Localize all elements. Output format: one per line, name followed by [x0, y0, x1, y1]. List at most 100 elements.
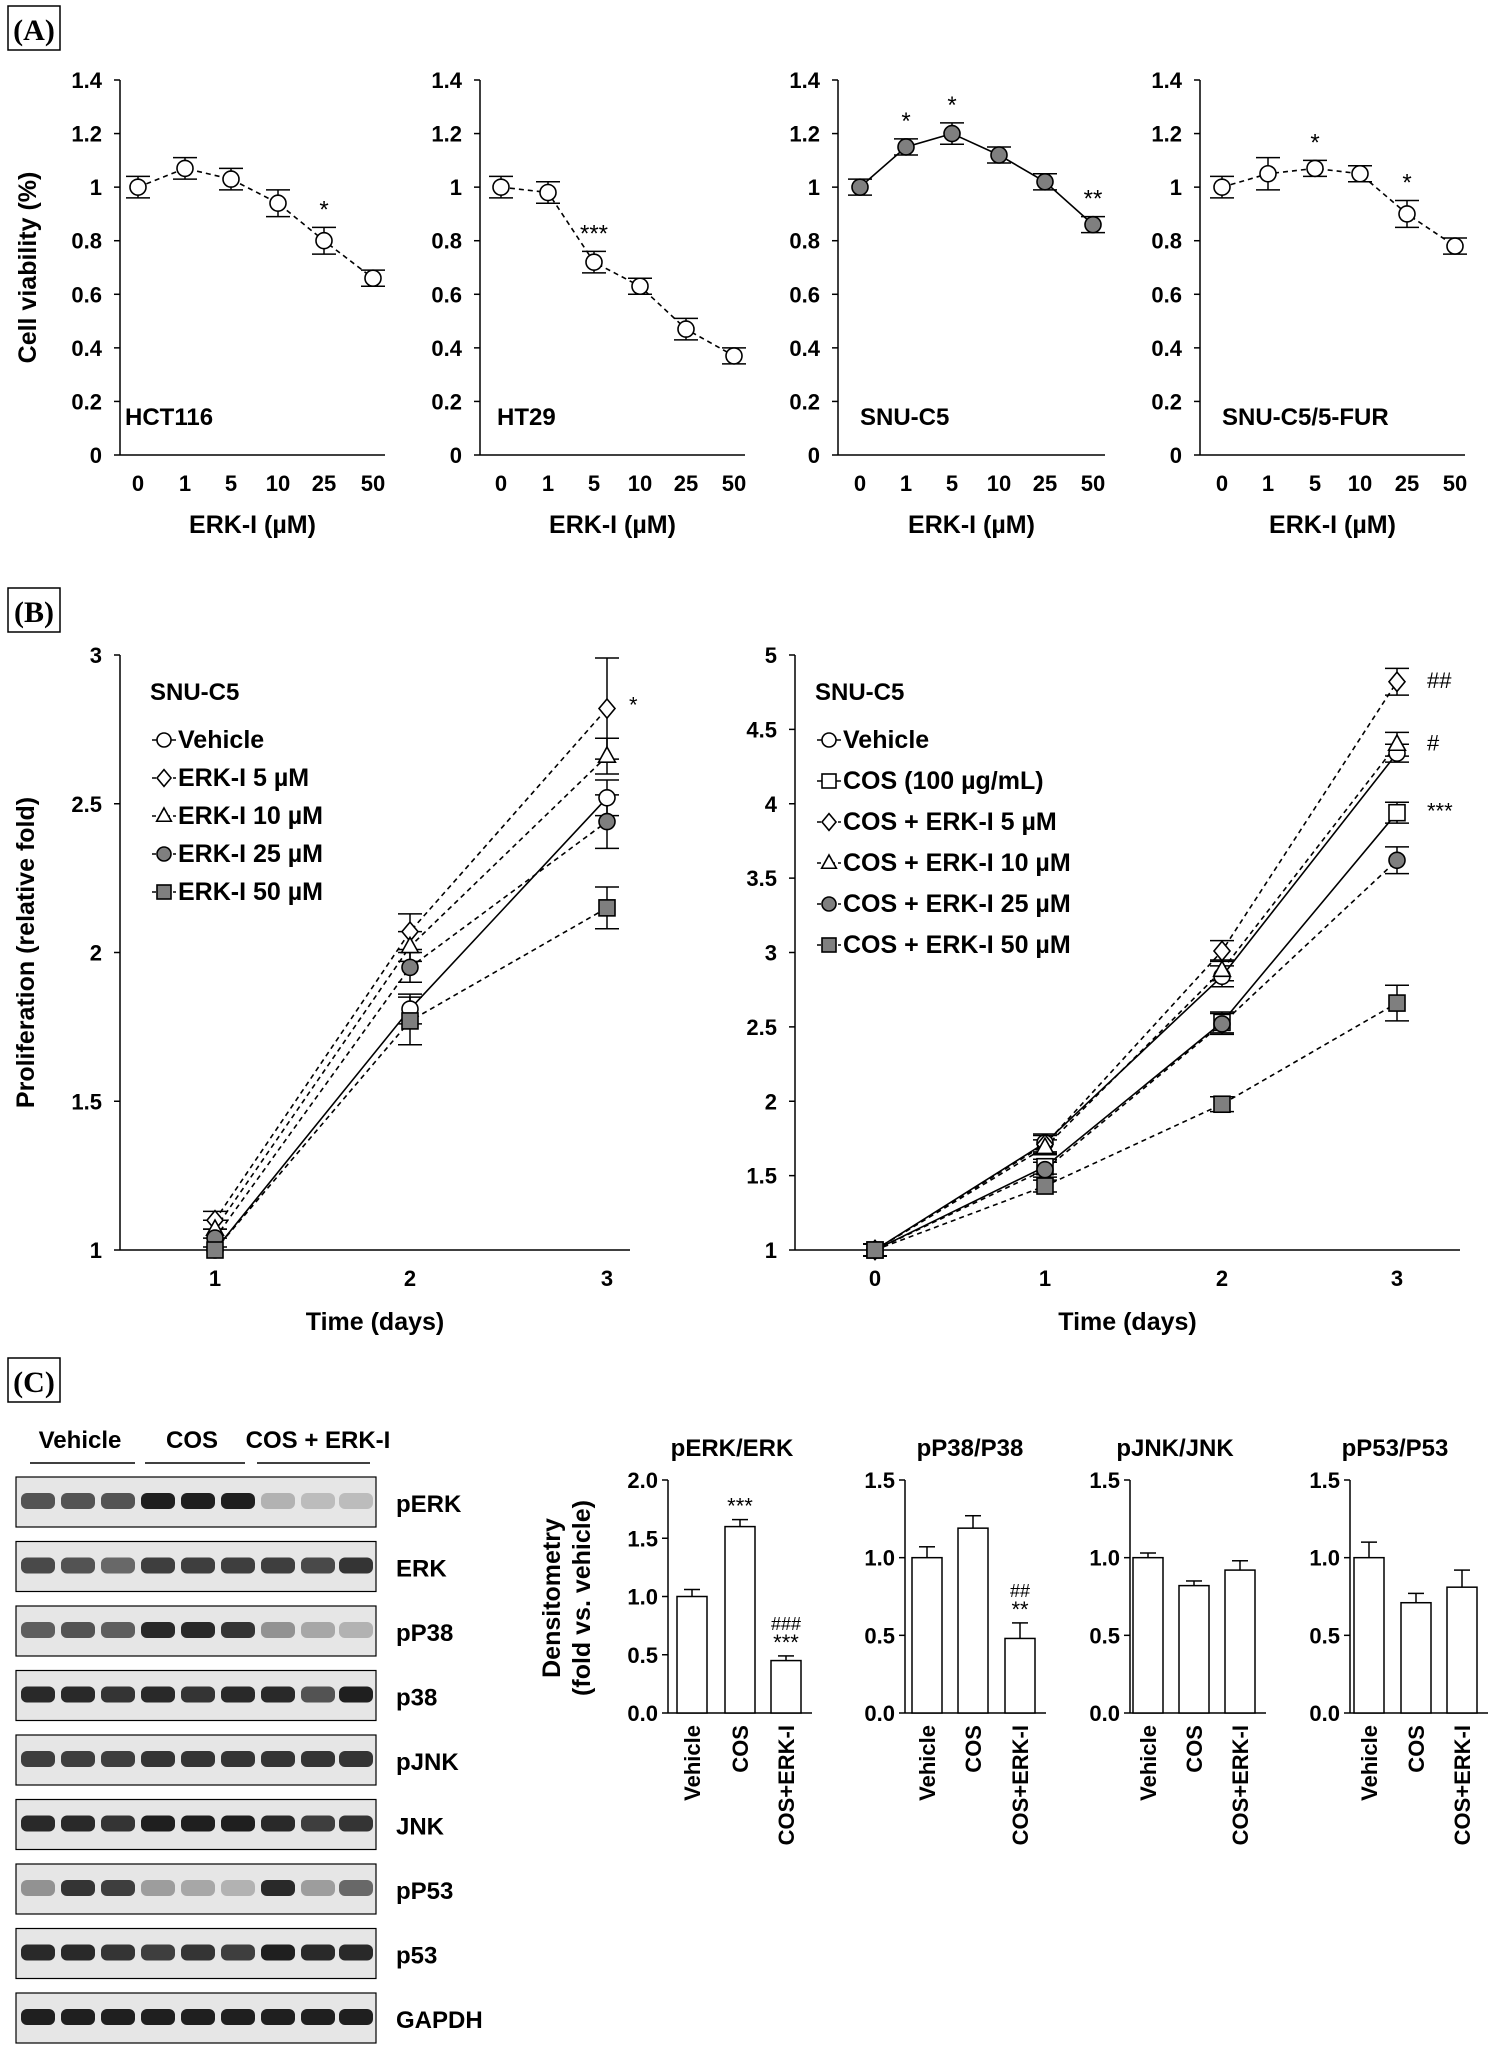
data-point [401, 1012, 419, 1030]
chart-title: HT29 [497, 404, 556, 431]
y-tick-label: 0.5 [627, 1643, 658, 1668]
blot-band [61, 1944, 95, 1961]
x-tick-label: COS [1182, 1725, 1207, 1773]
blot-band [261, 1880, 295, 1896]
legend-marker [155, 806, 173, 823]
bar [724, 1525, 756, 1714]
blot-band [141, 1944, 175, 1961]
data-point [851, 178, 869, 196]
panel-label-c: (C) [13, 1366, 55, 1399]
blot-row-label: pP38 [396, 1620, 453, 1647]
blot-band [261, 1815, 295, 1832]
legend-label: COS + ERK-I 25 µM [843, 890, 1071, 918]
blot-band [141, 1815, 175, 1832]
data-point [315, 231, 333, 250]
blot-band [221, 2009, 255, 2025]
blot-band [181, 1686, 215, 1703]
y-tick-label: 0 [90, 443, 102, 468]
y-tick-label: 1.2 [789, 122, 820, 147]
x-tick-label: 5 [946, 471, 958, 496]
blot-band [21, 1493, 55, 1509]
significance-label: ** [1084, 186, 1103, 213]
chart-title: pJNK/JNK [1116, 1435, 1234, 1462]
chart-title: HCT116 [125, 404, 213, 431]
data-point [539, 183, 557, 202]
x-tick-label: COS+ERK-I [774, 1725, 799, 1845]
bar [911, 1556, 943, 1714]
y-axis-label-fold: (fold vs. vehicle) [568, 1500, 596, 1696]
blot-row-pp38: pP38 [15, 1605, 453, 1657]
x-tick-label: Vehicle [915, 1725, 940, 1801]
x-tick-label: COS+ERK-I [1008, 1725, 1033, 1845]
legend-label: ERK-I 50 µM [178, 878, 323, 906]
data-point [1213, 1015, 1231, 1033]
blot-band [101, 2009, 135, 2025]
x-axis-label: ERK-I (µM) [1269, 511, 1396, 539]
y-tick-label: 0.0 [1089, 1701, 1120, 1726]
blot-band [181, 2009, 215, 2025]
x-tick-label: 50 [361, 471, 385, 496]
x-tick-label: 25 [1395, 471, 1419, 496]
panel-label-b: (B) [14, 596, 54, 629]
y-tick-label: 1.4 [1151, 68, 1182, 93]
blot-band [101, 1686, 135, 1703]
data-point [206, 1241, 224, 1259]
blot-band [21, 1751, 55, 1767]
chart-A1: 0 0.2 0.4 0.6 0.8 1 1.2 1.4 0 1 5 10 25 50 * HCT116 ERK-… [14, 68, 385, 539]
blot-row-label: GAPDH [396, 2007, 483, 2034]
y-tick-label: 2 [90, 941, 102, 966]
blot-row-label: p53 [396, 1943, 437, 1970]
y-tick-label: 1.2 [431, 122, 462, 147]
chart-B2: 11.522.533.544.550 1 2 3***###Time (days)SN… [746, 643, 1460, 1336]
y-tick-label: 1.4 [71, 68, 102, 93]
chart-C2: 0.0 0.5 1.0 1.5 Vehicle COS ##** COS+ERK-I pP38/… [864, 1435, 1046, 1845]
data-point [1213, 1095, 1231, 1114]
blot-band [339, 1944, 373, 1961]
x-tick-label: 50 [1081, 471, 1105, 496]
data-point [1212, 959, 1232, 978]
bar [676, 1595, 708, 1714]
y-tick-label: 1 [90, 175, 102, 200]
blot-band [339, 1751, 373, 1767]
y-tick-label: 3.5 [746, 866, 777, 891]
x-tick-label: 1 [542, 471, 554, 496]
x-tick-label: 5 [588, 471, 600, 496]
legend-label: Vehicle [178, 726, 264, 754]
x-tick-label: 25 [1033, 471, 1057, 496]
legend-label: COS + ERK-I 10 µM [843, 849, 1071, 877]
x-tick-label: 2 [404, 1266, 416, 1291]
blot-band [21, 1622, 55, 1638]
series-line [874, 743, 1398, 1251]
blot-band [301, 1815, 335, 1832]
legend-marker [156, 846, 172, 862]
significance-label: * [947, 92, 956, 119]
significance-label: * [1402, 170, 1411, 197]
blot-band [21, 1815, 55, 1832]
data-point [897, 138, 915, 156]
data-point [1036, 1160, 1054, 1179]
x-tick-label: 2 [1216, 1266, 1228, 1291]
data-point [597, 745, 617, 763]
legend-marker [156, 732, 172, 748]
blot-band [181, 1880, 215, 1896]
y-tick-label: 0 [808, 443, 820, 468]
blot-band [181, 1557, 215, 1574]
blot-band [21, 2009, 55, 2025]
x-tick-label: 10 [628, 471, 652, 496]
bar [957, 1527, 989, 1714]
x-tick-label: COS+ERK-I [1450, 1725, 1475, 1845]
blot-band [221, 1557, 255, 1574]
blot-band [141, 2009, 175, 2025]
legend-label: Vehicle [843, 726, 929, 754]
data-point [1446, 237, 1464, 255]
y-tick-label: 1.5 [864, 1468, 895, 1493]
blot-group-label: COS + ERK-I [246, 1427, 391, 1454]
blot-row-pjnk: pJNK [15, 1734, 459, 1786]
y-tick-label: 2.5 [71, 792, 102, 817]
legend-label: ERK-I 25 µM [178, 840, 323, 868]
chart-B1: 1 1.5 2 2.5 3 1 2 3 * Time (days) Proliferation (r… [12, 643, 638, 1336]
significance-label: ## [1427, 668, 1452, 693]
data-point [1036, 1177, 1054, 1195]
blot-band [101, 1751, 135, 1767]
legend-label: COS (100 µg/mL) [843, 767, 1044, 795]
